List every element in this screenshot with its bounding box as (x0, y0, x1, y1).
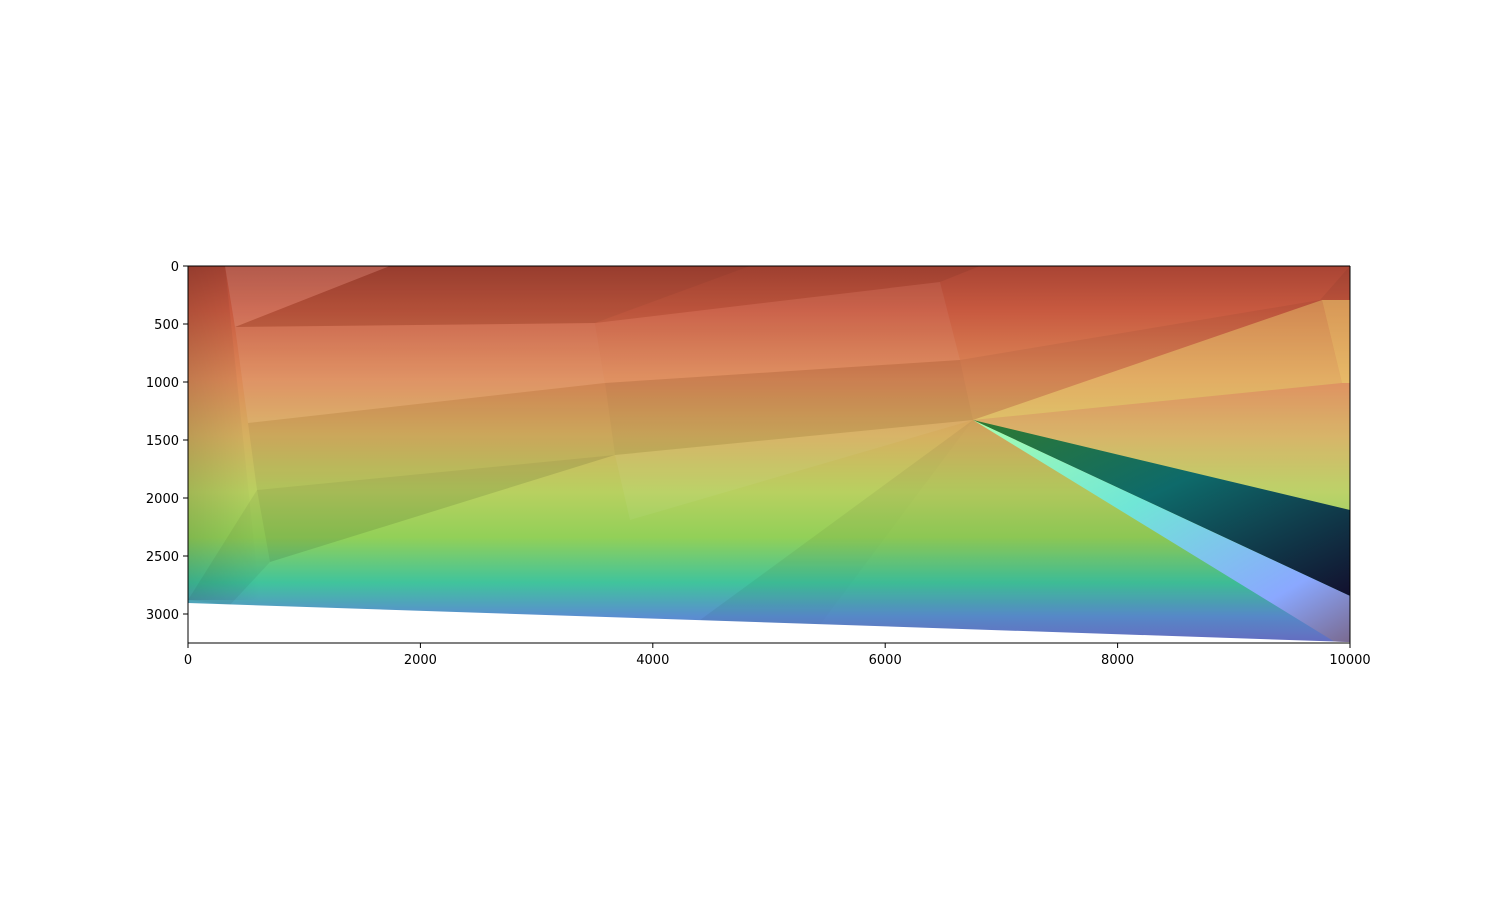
y-tick-label: 500 (154, 318, 179, 333)
x-tick-label: 2000 (404, 653, 437, 668)
y-axis-ticks: 0 500 1000 1500 2000 2500 3000 (146, 260, 188, 623)
x-tick-label: 0 (184, 653, 192, 668)
y-tick-label: 2500 (146, 550, 179, 565)
x-tick-label: 6000 (869, 653, 902, 668)
y-tick-label: 3000 (146, 608, 179, 623)
x-tick-label: 4000 (636, 653, 669, 668)
x-tick-label: 10000 (1329, 653, 1370, 668)
y-tick-label: 1500 (146, 434, 179, 449)
heatmap-image (188, 266, 1350, 642)
axes-frame (187, 265, 1351, 644)
x-axis-ticks: 0 2000 4000 6000 8000 10000 (184, 643, 1371, 668)
y-tick-label: 2000 (146, 492, 179, 507)
x-tick-label: 8000 (1101, 653, 1134, 668)
y-tick-label: 0 (171, 260, 179, 275)
y-tick-label: 1000 (146, 376, 179, 391)
